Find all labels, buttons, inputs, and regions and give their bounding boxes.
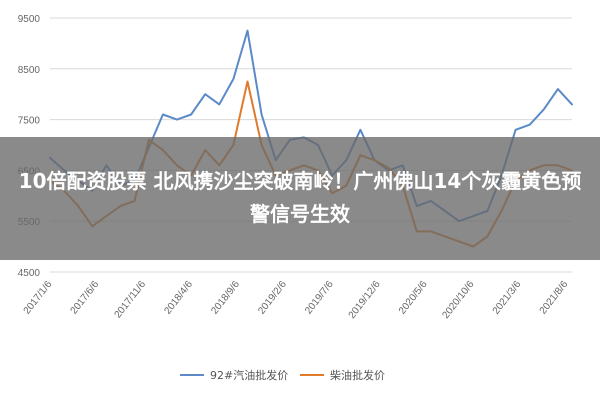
y-tick-label: 9500 bbox=[18, 14, 41, 25]
y-tick-label: 4500 bbox=[18, 268, 41, 279]
x-tick-label: 2021/8/6 bbox=[538, 279, 571, 317]
x-tick-label: 2019/12/6 bbox=[347, 279, 383, 321]
x-tick-label: 2019/2/6 bbox=[256, 279, 289, 317]
legend-label-2: 柴油批发价 bbox=[330, 368, 385, 382]
legend: 92#汽油批发价 柴油批发价 bbox=[180, 368, 385, 382]
x-tick-label: 2018/9/6 bbox=[209, 279, 242, 317]
x-tick-label: 2017/1/6 bbox=[22, 279, 55, 317]
y-tick-label: 7500 bbox=[18, 116, 41, 127]
y-tick-label: 8500 bbox=[18, 65, 41, 76]
x-axis-ticks: 2017/1/6 2017/6/6 2017/11/6 2018/4/6 2018/9/… bbox=[22, 279, 571, 321]
x-tick-label: 2020/5/6 bbox=[397, 279, 430, 317]
x-tick-label: 2017/6/6 bbox=[69, 279, 102, 317]
x-tick-label: 2019/7/6 bbox=[303, 279, 336, 317]
headline-text: 10倍配资股票 北风携沙尘突破南岭！广州佛山14个灰霾黄色预警信号生效 bbox=[18, 169, 582, 226]
headline-overlay bbox=[0, 137, 600, 260]
x-tick-label: 2017/11/6 bbox=[113, 279, 149, 321]
x-tick-label: 2021/3/6 bbox=[491, 279, 524, 317]
x-tick-label: 2020/10/6 bbox=[440, 279, 476, 321]
legend-label-1: 92#汽油批发价 bbox=[210, 368, 288, 382]
x-tick-label: 2018/4/6 bbox=[162, 279, 195, 317]
